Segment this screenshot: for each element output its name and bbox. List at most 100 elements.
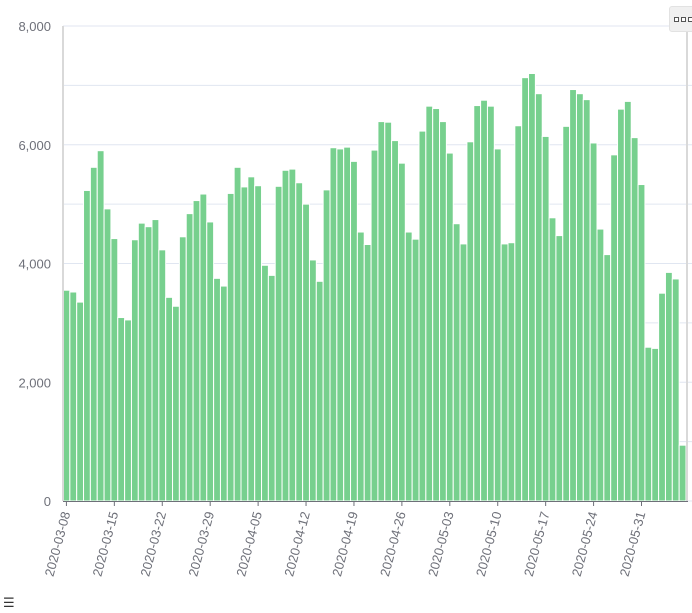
bar[interactable]	[589, 142, 598, 502]
bar[interactable]	[644, 346, 653, 502]
bar[interactable]	[404, 231, 413, 502]
bar[interactable]	[555, 235, 564, 502]
bar[interactable]	[178, 236, 187, 502]
bar[interactable]	[226, 192, 235, 502]
bar[interactable]	[610, 154, 619, 502]
bar[interactable]	[425, 105, 434, 502]
bar[interactable]	[329, 147, 338, 502]
bar[interactable]	[343, 146, 352, 502]
bar[interactable]	[172, 305, 180, 502]
bar[interactable]	[575, 93, 584, 502]
bar[interactable]	[500, 243, 509, 502]
bar[interactable]	[514, 125, 523, 502]
bar[interactable]	[322, 189, 331, 502]
bar[interactable]	[397, 162, 406, 502]
bar[interactable]	[206, 221, 215, 502]
bar[interactable]	[267, 274, 276, 502]
bar[interactable]	[247, 176, 256, 502]
bar[interactable]	[569, 89, 577, 502]
bar[interactable]	[356, 231, 365, 502]
y-tick-labels: 0 2,000 4,000 6,000 8,000	[18, 19, 51, 509]
bar[interactable]	[185, 213, 194, 502]
bar[interactable]	[548, 217, 557, 502]
bar[interactable]	[192, 200, 201, 502]
bar[interactable]	[617, 108, 625, 502]
bar[interactable]	[384, 121, 393, 502]
bar[interactable]	[658, 292, 666, 502]
bar[interactable]	[391, 140, 399, 502]
bar[interactable]	[110, 238, 119, 502]
bar[interactable]	[254, 185, 263, 502]
list-icon[interactable]: ☰	[3, 595, 15, 610]
bar[interactable]	[678, 444, 687, 502]
bar[interactable]	[158, 249, 167, 502]
bar[interactable]	[582, 99, 591, 502]
bar[interactable]	[664, 271, 673, 502]
bar[interactable]	[521, 77, 530, 502]
bar[interactable]	[459, 243, 468, 502]
y-tick-label: 4,000	[18, 257, 51, 272]
bar[interactable]	[281, 169, 290, 502]
bar[interactable]	[623, 100, 632, 502]
bar[interactable]	[117, 317, 126, 502]
bar[interactable]	[370, 149, 379, 502]
bar[interactable]	[466, 141, 475, 502]
bar[interactable]	[603, 254, 612, 502]
bar[interactable]	[302, 203, 310, 502]
bar[interactable]	[336, 148, 345, 502]
bar[interactable]	[452, 223, 461, 502]
bar[interactable]	[199, 193, 208, 502]
bar[interactable]	[596, 228, 605, 502]
bar[interactable]	[288, 168, 297, 502]
x-tick-label: 2020-03-22	[137, 510, 169, 578]
bar[interactable]	[165, 296, 174, 502]
bar[interactable]	[363, 244, 372, 502]
bar[interactable]	[507, 242, 516, 502]
bar[interactable]	[137, 222, 146, 502]
bar[interactable]	[630, 137, 639, 502]
bar[interactable]	[69, 291, 78, 502]
more-options-button[interactable]	[669, 6, 692, 32]
bar[interactable]	[233, 166, 242, 502]
bar[interactable]	[62, 289, 71, 502]
bar[interactable]	[151, 219, 160, 502]
bar[interactable]	[439, 121, 447, 502]
bar[interactable]	[213, 277, 221, 502]
bar[interactable]	[418, 130, 427, 502]
bar[interactable]	[432, 108, 441, 502]
bar[interactable]	[274, 185, 283, 502]
bar[interactable]	[219, 285, 228, 502]
bar[interactable]	[83, 189, 91, 502]
bar[interactable]	[541, 135, 550, 502]
x-tick-label: 2020-04-12	[281, 510, 313, 578]
bar[interactable]	[445, 152, 454, 502]
bar[interactable]	[480, 99, 488, 502]
y-tick-label: 6,000	[18, 138, 51, 153]
x-tick-label: 2020-03-15	[90, 510, 122, 578]
bar[interactable]	[350, 160, 358, 502]
bar[interactable]	[486, 105, 495, 502]
bar[interactable]	[377, 121, 386, 502]
bar[interactable]	[103, 208, 112, 502]
bar[interactable]	[473, 105, 482, 502]
bar[interactable]	[295, 182, 304, 502]
bar[interactable]	[96, 150, 105, 502]
bar[interactable]	[651, 347, 660, 502]
bar[interactable]	[124, 319, 132, 502]
bar[interactable]	[308, 259, 317, 502]
bar[interactable]	[671, 278, 680, 502]
bar[interactable]	[534, 93, 543, 502]
bar[interactable]	[76, 301, 85, 502]
x-tick-label: 2020-03-08	[42, 510, 74, 578]
bar[interactable]	[261, 264, 269, 502]
bar[interactable]	[637, 184, 646, 502]
bar[interactable]	[240, 186, 249, 502]
bar[interactable]	[562, 125, 571, 502]
bar[interactable]	[315, 280, 324, 502]
bar[interactable]	[130, 239, 139, 502]
bar[interactable]	[493, 148, 502, 502]
bar[interactable]	[528, 73, 536, 502]
bar[interactable]	[144, 226, 153, 502]
bar[interactable]	[411, 238, 420, 502]
bar[interactable]	[89, 166, 98, 502]
